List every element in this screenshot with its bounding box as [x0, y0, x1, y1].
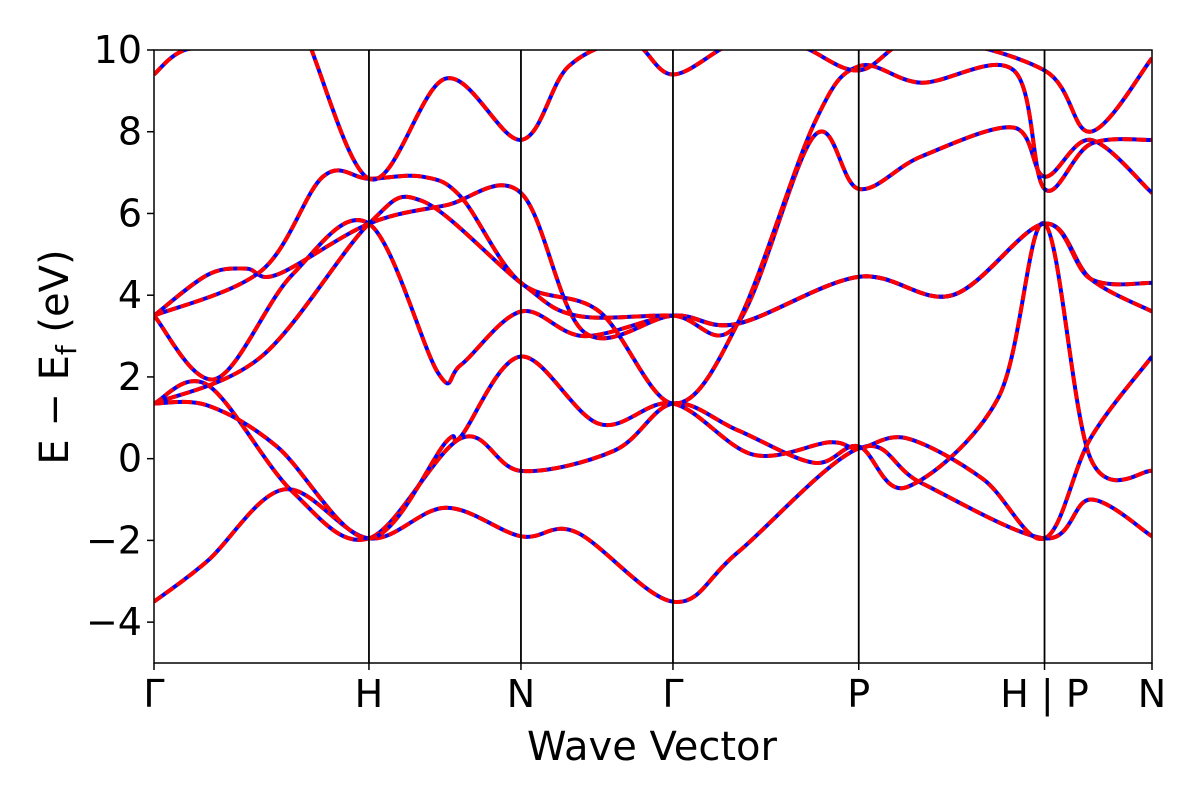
x-tick-label-4: P	[847, 672, 870, 716]
y-axis-label: E − Ef (eV)	[32, 249, 83, 464]
band-line-2-overlay	[154, 221, 1152, 542]
y-axis-ticks: −4 −2 0 2 4 6 8 10	[86, 28, 154, 644]
band-line-1-overlay	[154, 444, 1152, 604]
x-tick-label-6: N	[1138, 672, 1166, 716]
band-line-3-overlay	[154, 354, 1152, 541]
x-tick-label-5: H | P	[1000, 672, 1088, 717]
y-tick-label-0: −4	[86, 600, 142, 644]
x-tick-label-3: Γ	[662, 672, 683, 716]
y-tick-label-1: −2	[86, 518, 142, 562]
x-tick-label-0: Γ	[143, 672, 164, 716]
x-axis-label: Wave Vector	[527, 724, 778, 770]
y-tick-label-6: 8	[118, 110, 142, 154]
y-tick-label-7: 10	[94, 28, 142, 72]
y-tick-label-3: 2	[118, 355, 142, 399]
y-axis-label-sub: f	[50, 344, 83, 355]
kpoint-lines	[368, 50, 1046, 663]
band-line-5-overlay	[154, 183, 1152, 341]
y-tick-label-5: 6	[118, 191, 142, 235]
y-axis-label-unit: (eV)	[32, 249, 78, 345]
y-tick-label-2: 0	[118, 437, 142, 481]
plot-frame	[153, 49, 1153, 664]
band-line-7-overlay	[154, 63, 1152, 406]
y-axis-label-main: E − E	[32, 355, 78, 465]
y-tick-label-4: 4	[118, 273, 142, 317]
bands-layer	[154, 50, 1152, 604]
x-tick-label-2: N	[507, 672, 535, 716]
x-tick-label-1: H	[355, 672, 384, 716]
x-axis-ticks: Γ H N Γ P H | P N	[143, 663, 1166, 717]
